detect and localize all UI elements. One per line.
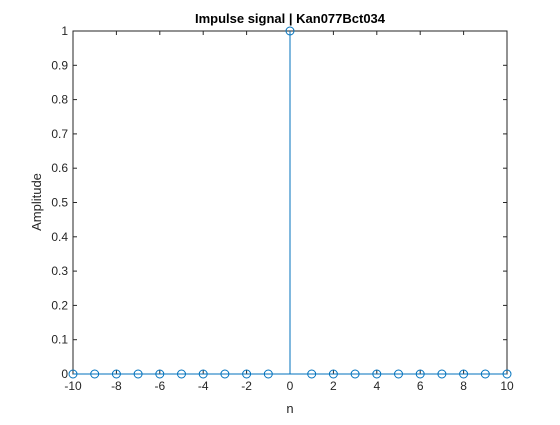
stem-marker [198, 369, 208, 379]
stem-marker [480, 369, 490, 379]
chart-title: Impulse signal | Kan077Bct034 [195, 11, 386, 26]
y-tick-label: 0.8 [51, 93, 68, 107]
y-tick-label: 0.7 [51, 127, 68, 141]
y-tick-label: 0 [61, 367, 68, 381]
y-tick-label: 0.3 [51, 264, 68, 278]
y-tick-label: 1 [61, 24, 68, 38]
stem-marker [372, 369, 382, 379]
stem-marker [220, 369, 230, 379]
stem-marker [111, 369, 121, 379]
stem-marker [133, 369, 143, 379]
stem-marker [307, 369, 317, 379]
x-tick-label: -2 [241, 379, 252, 393]
stem-marker [263, 369, 273, 379]
stem-marker [502, 369, 512, 379]
stem-marker [350, 369, 360, 379]
stem-marker [177, 369, 186, 379]
y-axis-label: Amplitude [29, 173, 44, 231]
x-tick-label: 2 [330, 379, 337, 393]
y-tick-label: 0.5 [51, 196, 68, 210]
stem-series [68, 26, 512, 379]
stem-marker [90, 369, 100, 379]
y-tick-label: 0.4 [51, 230, 68, 244]
x-tick-label: 10 [500, 379, 514, 393]
stem-marker [459, 369, 469, 379]
stem-marker [285, 26, 295, 36]
stem-marker [155, 369, 165, 379]
stem-marker [68, 369, 78, 379]
x-tick-label: 8 [460, 379, 467, 393]
tick-marks [72, 30, 508, 375]
x-tick-label: -6 [154, 379, 165, 393]
x-tick-label: 4 [373, 379, 380, 393]
tick-labels: -10 -8 -6 -4 -2 0 2 4 6 8 10 0 0.1 0.2 0.3 0.4 0.5 0.6 0.7… [51, 24, 514, 393]
stem-marker [437, 369, 447, 379]
x-tick-label: -8 [111, 379, 122, 393]
y-tick-label: 0.6 [51, 161, 68, 175]
y-tick-label: 0.1 [51, 333, 68, 347]
stem-marker [242, 369, 252, 379]
y-tick-label: 0.2 [51, 298, 68, 312]
plot-area: -10 -8 -6 -4 -2 0 2 4 6 8 10 0 0.1 0.2 0.3 0.4 0.5 0.6 0.7… [51, 24, 514, 393]
x-tick-label: -10 [64, 379, 82, 393]
x-tick-label: -4 [198, 379, 209, 393]
x-tick-label: 6 [417, 379, 424, 393]
x-tick-label: 0 [287, 379, 294, 393]
y-tick-label: 0.9 [51, 58, 68, 72]
stem-marker [415, 369, 425, 379]
x-axis-label: n [286, 401, 293, 416]
stem-marker [328, 369, 338, 379]
stem-marker [394, 369, 403, 379]
